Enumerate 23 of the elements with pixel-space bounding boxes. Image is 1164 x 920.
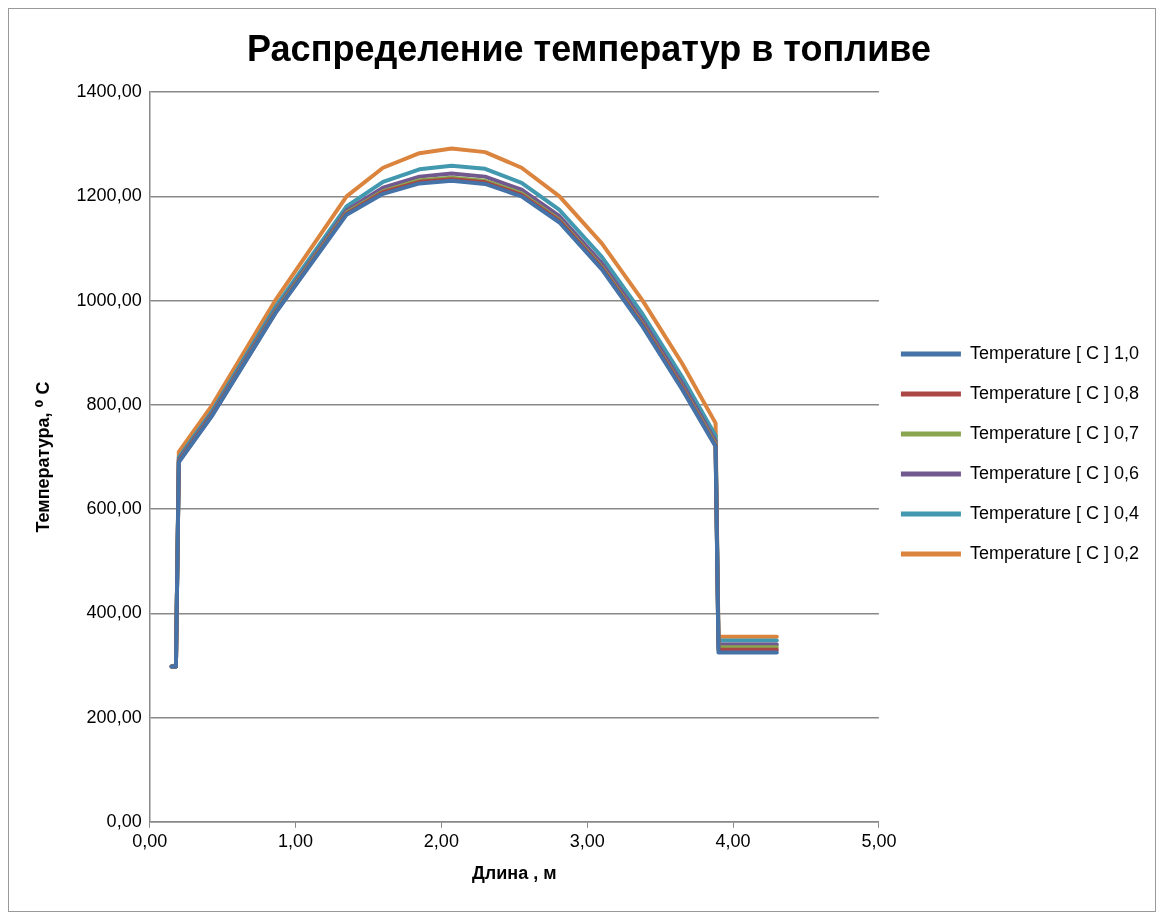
y-axis-title: Температура, ⁰ C: [32, 381, 53, 533]
x-tick-label: 2,00: [423, 830, 459, 851]
x-tick-label: 3,00: [569, 830, 605, 851]
y-tick-label: 1000,00: [76, 289, 142, 310]
y-tick-label: 1200,00: [76, 185, 142, 206]
chart-title: Распределение температур в топливе: [247, 27, 931, 69]
legend-label: Temperature [ C ] 0,8: [969, 382, 1139, 403]
x-axis-title: Длина , м: [472, 863, 557, 884]
legend-label: Temperature [ C ] 0,6: [969, 462, 1139, 483]
legend-label: Temperature [ C ] 0,7: [969, 422, 1139, 443]
legend-label: Temperature [ C ] 0,2: [969, 542, 1139, 563]
y-tick-label: 400,00: [86, 602, 142, 623]
x-tick-label: 4,00: [715, 830, 751, 851]
y-tick-label: 600,00: [86, 498, 142, 519]
x-tick-label: 5,00: [861, 830, 897, 851]
x-tick-label: 1,00: [277, 830, 314, 851]
legend-label: Temperature [ C ] 1,0: [969, 342, 1139, 363]
legend-label: Temperature [ C ] 0,4: [969, 502, 1139, 523]
x-tick-label: 0,00: [132, 830, 168, 851]
y-tick-label: 0,00: [106, 810, 142, 831]
y-tick-label: 200,00: [86, 706, 142, 727]
y-tick-label: 800,00: [86, 393, 142, 414]
y-tick-label: 1400,00: [76, 81, 142, 102]
